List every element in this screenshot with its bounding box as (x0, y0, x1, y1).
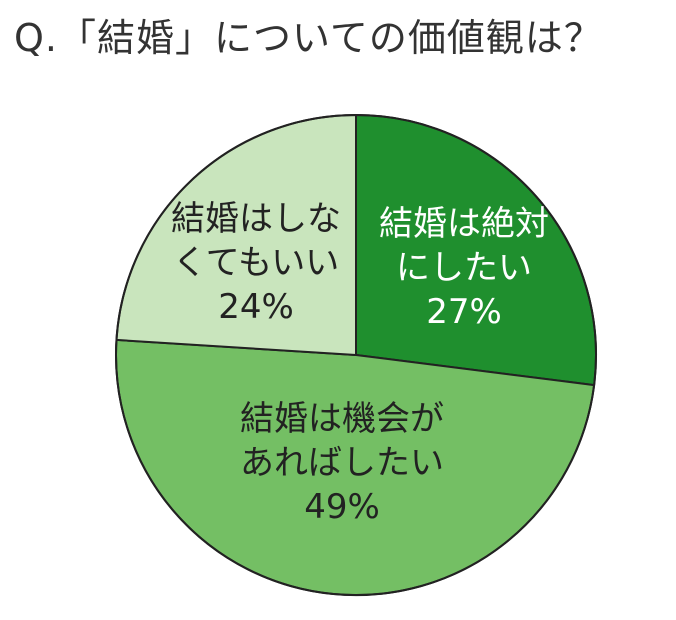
slice-label-2-line-2: あればしたい (240, 443, 444, 483)
slice-label-2-line-1: 結婚は機会が (240, 399, 444, 439)
slice-label-3-line-2: くてもいい (173, 243, 340, 283)
slice-label-1-line-2: にしたい (396, 248, 532, 288)
slice-value-label-2: 49% (304, 487, 380, 527)
pie-slices (115, 114, 597, 597)
chart-title: Q.「結婚」についての価値観は？ (14, 16, 603, 60)
slice-value-label-3: 24% (218, 287, 294, 327)
slice-label-1-line-1: 結婚は絶対 (379, 204, 549, 244)
slice-label-3-line-1: 結婚はしな (171, 199, 341, 239)
slice-value-label-1: 27% (426, 292, 502, 332)
pie-outline (115, 114, 597, 596)
